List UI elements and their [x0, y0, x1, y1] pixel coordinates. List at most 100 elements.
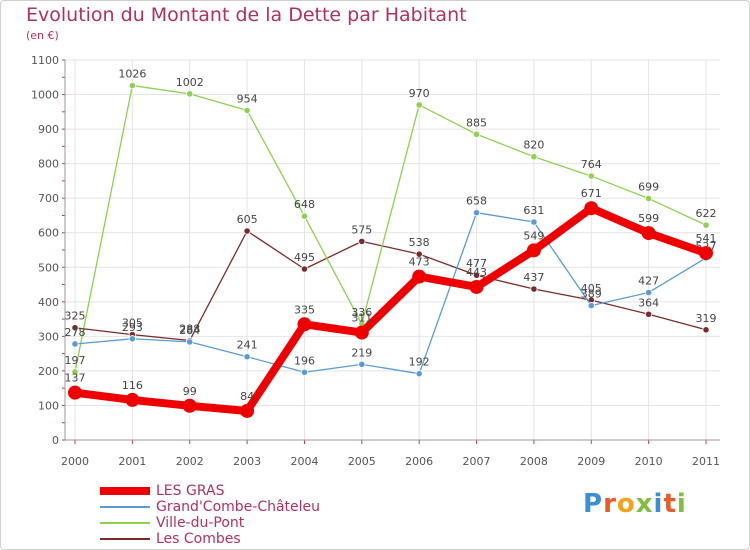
- data-label: 648: [294, 198, 315, 211]
- x-tick-label: 2004: [290, 455, 318, 468]
- y-tick-label: 0: [52, 434, 59, 447]
- data-point: [526, 243, 541, 258]
- data-label: 278: [65, 326, 86, 339]
- data-label: 954: [237, 92, 258, 105]
- data-label: 599: [638, 212, 659, 225]
- series-3: 325 305 288 605 495 575 538 477 437 405 364 319: [65, 213, 717, 345]
- data-point: [530, 218, 538, 226]
- x-tick-label: 2001: [118, 455, 146, 468]
- data-point: [584, 201, 599, 216]
- x-tick-label: 2011: [692, 455, 720, 468]
- y-tick-label: 500: [38, 261, 59, 274]
- data-label: 427: [638, 274, 659, 287]
- data-point: [415, 250, 423, 258]
- data-label: 197: [65, 354, 86, 367]
- legend-swatch-0: [100, 487, 150, 495]
- x-tick-label: 2005: [348, 455, 376, 468]
- legend-swatch-2: [100, 522, 150, 524]
- data-label: 1026: [118, 68, 146, 81]
- proxiti-logo[interactable]: Proxiti: [583, 489, 687, 519]
- data-point: [645, 194, 653, 203]
- data-point: [354, 325, 369, 340]
- data-point: [186, 90, 194, 98]
- data-point: [699, 246, 713, 261]
- data-label: 764: [581, 158, 602, 171]
- x-tick-label: 2008: [520, 455, 548, 468]
- data-point: [472, 130, 481, 138]
- data-point: [358, 360, 366, 368]
- data-point: [415, 370, 423, 378]
- data-point: [297, 317, 312, 332]
- data-label: 311: [351, 312, 372, 325]
- data-label: 538: [409, 236, 430, 249]
- data-label: 192: [409, 356, 430, 369]
- data-label: 671: [581, 187, 602, 200]
- y-tick-label: 600: [38, 227, 59, 240]
- data-point: [645, 288, 653, 297]
- data-label: 241: [237, 339, 258, 352]
- data-label: 319: [696, 312, 717, 325]
- data-label: 605: [237, 213, 258, 226]
- y-tick-label: 700: [38, 192, 59, 205]
- data-label: 405: [581, 282, 602, 295]
- data-point: [587, 172, 595, 180]
- data-label: 473: [409, 256, 430, 269]
- data-point: [358, 237, 366, 245]
- data-point: [300, 265, 309, 273]
- data-point: [300, 368, 309, 376]
- data-label: 970: [409, 87, 430, 100]
- data-point: [530, 153, 538, 161]
- legend-label-1: Grand'Combe-Châteleu: [156, 499, 321, 515]
- series-line-0: [71, 204, 710, 415]
- data-label: 84: [240, 390, 254, 403]
- y-tick-label: 100: [38, 399, 59, 412]
- legend-label-0: LES GRAS: [156, 483, 225, 499]
- data-label: 137: [65, 372, 86, 385]
- data-point: [243, 353, 251, 361]
- data-label: 305: [122, 317, 143, 330]
- data-point: [530, 285, 538, 293]
- x-tick-label: 2006: [405, 455, 433, 468]
- y-tick-label: 900: [38, 123, 59, 136]
- data-label: 541: [696, 232, 717, 245]
- data-label: 575: [351, 223, 372, 236]
- data-point: [68, 385, 82, 400]
- data-label: 549: [523, 229, 544, 242]
- data-point: [300, 212, 309, 220]
- data-label: 443: [466, 266, 487, 279]
- data-label: 658: [466, 195, 487, 208]
- data-label: 335: [294, 303, 315, 316]
- data-point: [702, 221, 710, 229]
- data-point: [125, 392, 140, 407]
- data-point: [71, 324, 79, 332]
- data-label: 99: [183, 385, 197, 398]
- data-label: 699: [638, 181, 659, 194]
- legend-label-2: Ville-du-Pont: [156, 515, 245, 531]
- x-tick-label: 2010: [635, 455, 663, 468]
- y-tick-label: 1100: [31, 54, 59, 67]
- data-label: 116: [122, 379, 143, 392]
- data-label: 820: [523, 139, 544, 152]
- data-point: [472, 271, 481, 279]
- legend-swatch-1: [100, 506, 150, 508]
- data-point: [243, 106, 251, 115]
- data-label: 389: [581, 288, 602, 301]
- data-label: 437: [523, 271, 544, 284]
- x-tick-label: 2003: [233, 455, 261, 468]
- data-label: 1002: [176, 76, 204, 89]
- legend-label-3: Les Combes: [156, 531, 241, 547]
- data-point: [469, 279, 484, 294]
- data-label: 477: [466, 257, 487, 270]
- plot-area: [65, 60, 720, 440]
- series-line-2: [74, 84, 707, 373]
- data-point: [415, 101, 423, 109]
- data-label: 495: [294, 251, 315, 264]
- data-point: [243, 227, 251, 235]
- data-point: [71, 340, 79, 348]
- data-point: [182, 398, 197, 413]
- y-tick-label: 400: [38, 296, 59, 309]
- data-point: [702, 326, 710, 334]
- series-0: 137 116 99 84 335 311 473 443 549 671 599 541: [65, 187, 717, 418]
- data-point: [412, 269, 427, 284]
